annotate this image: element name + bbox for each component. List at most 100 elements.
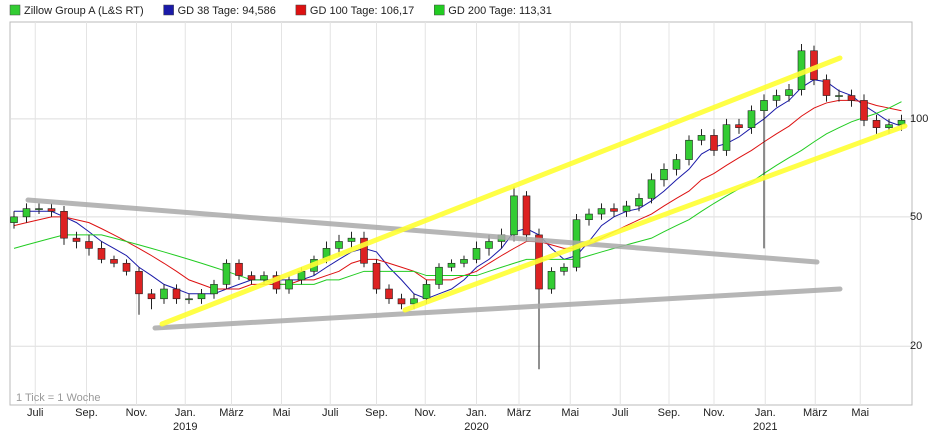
candle-body [210, 284, 218, 295]
candle-body [622, 205, 631, 212]
candle-body [522, 195, 531, 236]
candle-body [710, 135, 718, 151]
candle-body [122, 262, 131, 272]
trend-lines [25, 55, 908, 331]
x-tick-label: Jan. [175, 407, 196, 419]
legend-label: Zillow Group A (L&S RT) [24, 5, 144, 17]
x-tick-label: Jan. [755, 407, 776, 419]
x-tick-label: März [219, 407, 243, 419]
candle-body [860, 100, 868, 121]
candle-body [285, 279, 293, 290]
candle-body [847, 95, 856, 101]
candle-body [822, 79, 831, 96]
x-year-label: 2019 [173, 421, 197, 433]
candle-body [485, 241, 493, 249]
legend-label: GD 100 Tage: 106,17 [310, 5, 414, 17]
grid [10, 22, 912, 405]
candle-body [772, 95, 781, 101]
candle-body [672, 159, 681, 170]
candle-body [397, 298, 406, 305]
candle-body [685, 139, 693, 160]
candle-body [760, 100, 768, 111]
trend-line [152, 286, 843, 331]
candle-body [147, 293, 156, 300]
candle-body [235, 262, 243, 276]
legend-swatch [163, 4, 174, 16]
candle-body [735, 124, 743, 128]
legend-swatch [295, 4, 307, 16]
candle-body [60, 211, 68, 239]
candle-body [547, 271, 556, 290]
y-tick-label: 100 [910, 113, 928, 125]
candle-body [135, 271, 143, 295]
legend-swatch [434, 4, 445, 16]
candle-body [435, 266, 443, 285]
candle-body [872, 120, 881, 128]
trend-line [402, 123, 908, 313]
candle-body [10, 216, 18, 223]
candle-body [385, 288, 393, 300]
candle-body [460, 259, 468, 264]
candle-body [97, 248, 106, 260]
x-tick-label: Sep. [75, 407, 98, 419]
candle-body [335, 241, 343, 249]
candle-body [35, 208, 43, 210]
candle-body [110, 259, 118, 264]
candle-body [560, 266, 568, 272]
candle-body [160, 288, 168, 300]
legend: Zillow Group A (L&S RT) GD 38 Tage: 94,58… [9, 4, 552, 17]
candle-body [610, 208, 618, 212]
candle-body [72, 237, 81, 242]
x-tick-label: Jan. [466, 407, 487, 419]
candle-body [247, 275, 256, 281]
candle-body [47, 208, 56, 212]
candle-body [747, 110, 756, 128]
x-tick-label: März [803, 407, 827, 419]
legend-swatch [9, 4, 21, 16]
x-tick-label: März [507, 407, 531, 419]
candle-body [697, 135, 706, 141]
legend-label: GD 38 Tage: 94,586 [178, 5, 276, 17]
candle-body [585, 213, 593, 221]
x-tick-label: Mai [561, 407, 579, 419]
candle-body [422, 284, 431, 300]
x-year-label: 2021 [753, 421, 777, 433]
x-tick-label: Juli [322, 407, 339, 419]
candle-body [885, 124, 893, 128]
candle-body [222, 262, 231, 285]
trend-line [25, 197, 820, 265]
y-tick-label: 50 [910, 211, 922, 223]
candle-body [347, 237, 356, 242]
legend-label: GD 200 Tage: 113,31 [448, 5, 552, 17]
candle-body [22, 208, 31, 218]
candle-body [472, 248, 481, 260]
x-tick-label: Juli [612, 407, 629, 419]
plot-frame [9, 21, 913, 406]
x-tick-label: Mai [273, 407, 291, 419]
candle-body [185, 298, 193, 301]
x-tick-label: Sep. [365, 407, 388, 419]
candle-body [410, 298, 418, 305]
candle-body [785, 89, 793, 96]
axes: 20 50 100 Juli Sep. Nov. Jan. März Mai Juli Sep. No… [27, 113, 928, 433]
y-tick-label: 20 [910, 340, 922, 352]
candle-body [635, 198, 643, 207]
candle-body [597, 208, 606, 215]
candle-body [372, 262, 381, 290]
candle-body [835, 95, 843, 97]
candle-body [447, 262, 456, 268]
trend-line [159, 55, 843, 327]
x-tick-label: Juli [27, 407, 44, 419]
candle-body [260, 275, 268, 281]
x-year-label: 2020 [464, 421, 488, 433]
candle-body [172, 288, 181, 300]
candle-body [197, 293, 206, 300]
candle-body [510, 195, 518, 236]
candle-body [647, 179, 656, 199]
x-tick-label: Nov. [126, 407, 148, 419]
candle-body [660, 169, 668, 181]
x-tick-label: Nov. [414, 407, 436, 419]
note: 1 Tick = 1 Woche [16, 392, 100, 404]
x-tick-label: Sep. [658, 407, 681, 419]
